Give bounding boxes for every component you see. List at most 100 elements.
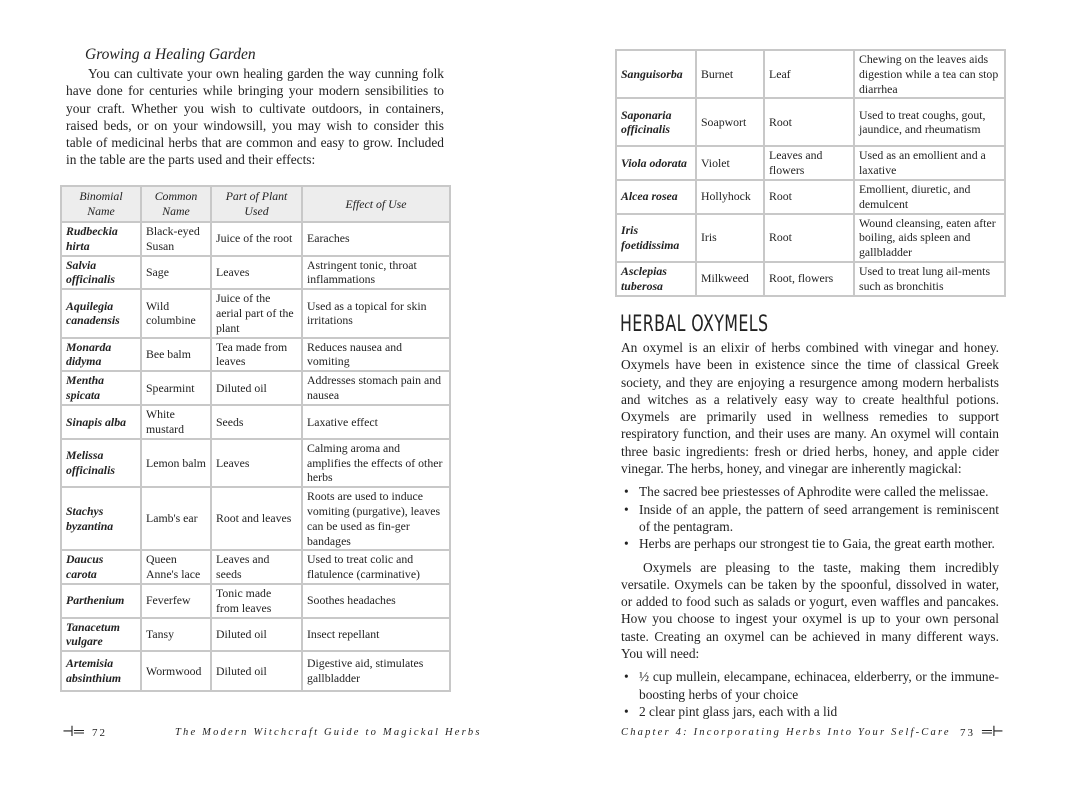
part-used-cell: Root bbox=[765, 99, 853, 146]
effect-cell: Laxative effect bbox=[303, 406, 449, 438]
effect-cell: Reduces nausea and vomiting bbox=[303, 338, 449, 371]
binomial-name-cell: Daucus carota bbox=[62, 551, 140, 583]
common-name-cell: Lemon balm bbox=[142, 439, 210, 487]
part-used-cell: Juice of the aerial part of the plant bbox=[212, 290, 301, 337]
effect-cell: Insect repellant bbox=[303, 618, 449, 651]
table-row: Viola odorata Violet Leaves and flowers Use… bbox=[617, 147, 1004, 179]
part-used-cell: Diluted oil bbox=[212, 618, 301, 651]
binomial-name-cell: Stachys byzantina bbox=[62, 488, 140, 550]
binomial-name-cell: Sinapis alba bbox=[62, 406, 140, 438]
bullet-item: Inside of an apple, the pattern of seed … bbox=[621, 501, 999, 536]
table-row: Artemisia absinthium Wormwood Diluted oil D… bbox=[62, 652, 449, 691]
bullet-item: The sacred bee priestesses of Aphrodite … bbox=[621, 483, 999, 501]
effect-cell: Roots are used to induce vomiting (purga… bbox=[303, 488, 449, 550]
binomial-name-cell: Asclepias tuberosa bbox=[617, 262, 695, 295]
table-row: Iris foetidissima Iris Root Wound cleansing… bbox=[617, 214, 1004, 261]
bullet-list-2: ½ cup mullein, elecampane, echinacea, el… bbox=[621, 668, 999, 720]
effect-cell: Soothes headaches bbox=[303, 584, 449, 617]
common-name-cell: Wormwood bbox=[142, 652, 210, 691]
page-number-right: 73 bbox=[960, 727, 975, 739]
bullet-list-1: The sacred bee priestesses of Aphrodite … bbox=[621, 483, 999, 552]
table-row: Sanguisorba Burnet Leaf Chewing on the leav… bbox=[617, 51, 1004, 98]
binomial-name-cell: Alcea rosea bbox=[617, 180, 695, 213]
oxymel-paragraph: An oxymel is an elixir of herbs combined… bbox=[621, 340, 999, 477]
part-used-cell: Tonic made from leaves bbox=[212, 584, 301, 617]
table-row: Parthenium Feverfew Tonic made from leaves… bbox=[62, 584, 449, 617]
effect-cell: Used as a topical for skin irritations bbox=[303, 290, 449, 337]
oxymel-paragraph-2: Oxymels are pleasing to the taste, makin… bbox=[621, 559, 999, 662]
part-used-cell: Root bbox=[765, 214, 853, 261]
herb-table-left: Binomial Name Common Name Part of Plant … bbox=[60, 185, 451, 693]
intro-paragraph: You can cultivate your own healing garde… bbox=[66, 66, 444, 168]
bullet-item: 2 clear pint glass jars, each with a lid bbox=[621, 703, 999, 721]
effect-cell: Calming aroma and amplifies the effects … bbox=[303, 439, 449, 487]
effect-cell: Used to treat lung ail-ments such as bro… bbox=[855, 262, 1004, 295]
common-name-cell: Milkweed bbox=[697, 262, 763, 295]
footer-chapter-title: Chapter 4: Incorporating Herbs Into Your… bbox=[621, 727, 951, 738]
table-row: Mentha spicata Spearmint Diluted oil Addres… bbox=[62, 372, 449, 405]
table-row: Melissa officinalis Lemon balm Leaves Calmi… bbox=[62, 439, 449, 487]
table-row: Asclepias tuberosa Milkweed Root, flowers U… bbox=[617, 262, 1004, 295]
header-part-used: Part of Plant Used bbox=[212, 187, 301, 221]
common-name-cell: Sage bbox=[142, 256, 210, 289]
common-name-cell: White mustard bbox=[142, 406, 210, 438]
effect-cell: Digestive aid, stimulates gallbladder bbox=[303, 652, 449, 691]
effect-cell: Used to treat coughs, gout, jaundice, an… bbox=[855, 99, 1004, 146]
binomial-name-cell: Artemisia absinthium bbox=[62, 652, 140, 691]
common-name-cell: Queen Anne's lace bbox=[142, 551, 210, 583]
footer-book-title: The Modern Witchcraft Guide to Magickal … bbox=[175, 727, 482, 738]
binomial-name-cell: Melissa officinalis bbox=[62, 439, 140, 487]
binomial-name-cell: Parthenium bbox=[62, 584, 140, 617]
binomial-name-cell: Monarda didyma bbox=[62, 338, 140, 371]
common-name-cell: Burnet bbox=[697, 51, 763, 98]
part-used-cell: Leaves bbox=[212, 256, 301, 289]
part-used-cell: Juice of the root bbox=[212, 223, 301, 255]
bullet-item: Herbs are perhaps our strongest tie to G… bbox=[621, 535, 999, 553]
table-row: Aquilegia canadensis Wild columbine Juice … bbox=[62, 290, 449, 337]
table-row: Alcea rosea Hollyhock Root Emollient, diure… bbox=[617, 180, 1004, 213]
common-name-cell: Hollyhock bbox=[697, 180, 763, 213]
effect-cell: Chewing on the leaves aids digestion whi… bbox=[855, 51, 1004, 98]
part-used-cell: Leaf bbox=[765, 51, 853, 98]
part-used-cell: Root and leaves bbox=[212, 488, 301, 550]
common-name-cell: Violet bbox=[697, 147, 763, 179]
header-effect: Effect of Use bbox=[303, 187, 449, 221]
section-heading: HERBAL OXYMELS bbox=[620, 312, 769, 337]
table-row: Saponaria officinalis Soapwort Root Used to… bbox=[617, 99, 1004, 146]
part-used-cell: Diluted oil bbox=[212, 372, 301, 405]
binomial-name-cell: Mentha spicata bbox=[62, 372, 140, 405]
common-name-cell: Feverfew bbox=[142, 584, 210, 617]
common-name-cell: Tansy bbox=[142, 618, 210, 651]
table-row: Monarda didyma Bee balm Tea made from leav… bbox=[62, 338, 449, 371]
part-used-cell: Diluted oil bbox=[212, 652, 301, 691]
table-row: Sinapis alba White mustard Seeds Laxative e… bbox=[62, 406, 449, 438]
effect-cell: Earaches bbox=[303, 223, 449, 255]
section-subheading: Growing a Healing Garden bbox=[85, 46, 256, 63]
effect-cell: Addresses stomach pain and nausea bbox=[303, 372, 449, 405]
part-used-cell: Seeds bbox=[212, 406, 301, 438]
table-row: Stachys byzantina Lamb's ear Root and leav… bbox=[62, 488, 449, 550]
ornament-icon: ⊣═ bbox=[62, 725, 84, 740]
effect-cell: Used to treat colic and flatulence (carm… bbox=[303, 551, 449, 583]
binomial-name-cell: Salvia officinalis bbox=[62, 256, 140, 289]
part-used-cell: Leaves and flowers bbox=[765, 147, 853, 179]
common-name-cell: Wild columbine bbox=[142, 290, 210, 337]
common-name-cell: Black-eyed Susan bbox=[142, 223, 210, 255]
common-name-cell: Lamb's ear bbox=[142, 488, 210, 550]
binomial-name-cell: Aquilegia canadensis bbox=[62, 290, 140, 337]
table-row: Daucus carota Queen Anne's lace Leaves and… bbox=[62, 551, 449, 583]
herb-table-right: Sanguisorba Burnet Leaf Chewing on the leav… bbox=[615, 49, 1006, 297]
right-body: An oxymel is an elixir of herbs combined… bbox=[621, 339, 999, 721]
effect-cell: Astringent tonic, throat inflammations bbox=[303, 256, 449, 289]
binomial-name-cell: Sanguisorba bbox=[617, 51, 695, 98]
part-used-cell: Root, flowers bbox=[765, 262, 853, 295]
binomial-name-cell: Saponaria officinalis bbox=[617, 99, 695, 146]
table-row: Tanacetum vulgare Tansy Diluted oil Insect … bbox=[62, 618, 449, 651]
header-binomial-name: Binomial Name bbox=[62, 187, 140, 221]
part-used-cell: Leaves and seeds bbox=[212, 551, 301, 583]
common-name-cell: Iris bbox=[697, 214, 763, 261]
ornament-icon: ═⊢ bbox=[982, 725, 1004, 740]
effect-cell: Emollient, diuretic, and demulcent bbox=[855, 180, 1004, 213]
binomial-name-cell: Tanacetum vulgare bbox=[62, 618, 140, 651]
part-used-cell: Leaves bbox=[212, 439, 301, 487]
